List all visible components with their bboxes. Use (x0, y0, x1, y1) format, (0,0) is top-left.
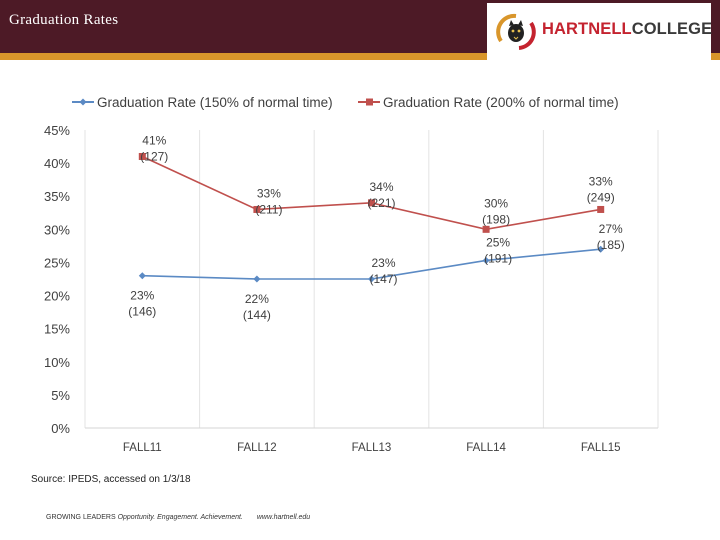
college-name: HARTNELLCOLLEGE (542, 20, 712, 39)
data-label: 25% (486, 235, 510, 249)
legend-marker (366, 98, 373, 106)
y-tick-label: 40% (44, 156, 70, 171)
y-tick-label: 35% (44, 189, 70, 204)
source-note: Source: IPEDS, accessed on 1/3/18 (31, 474, 191, 485)
data-count-label: (147) (369, 272, 397, 286)
data-point (482, 225, 490, 233)
data-point (368, 275, 375, 283)
logo-name-part1: HARTNELL (542, 20, 632, 38)
y-tick-label: 25% (44, 255, 70, 270)
x-tick-label: FALL13 (352, 442, 392, 454)
data-point (597, 205, 605, 213)
data-label: 22% (245, 292, 269, 306)
data-label: 23% (371, 256, 395, 270)
data-point (368, 199, 375, 207)
accent-stripe (0, 53, 720, 60)
data-label: 33% (589, 174, 613, 188)
y-tick-label: 5% (51, 388, 70, 403)
data-point (138, 272, 146, 280)
data-label: 34% (369, 180, 393, 194)
data-label: 33% (257, 186, 281, 200)
data-label: 23% (130, 289, 154, 303)
y-tick-label: 45% (44, 123, 70, 138)
data-point (138, 152, 146, 160)
footer: GROWING LEADERS Opportunity. Engagement.… (46, 514, 310, 521)
data-count-label: (249) (587, 190, 615, 204)
data-point (253, 275, 261, 283)
data-count-label: (198) (482, 212, 510, 226)
legend-marker (79, 98, 87, 106)
page-title: Graduation Rates (9, 12, 119, 28)
y-tick-label: 10% (44, 355, 70, 370)
data-count-label: (211) (255, 202, 282, 216)
data-count-label: (221) (367, 196, 395, 210)
data-point (597, 245, 605, 253)
y-tick-label: 15% (44, 322, 70, 337)
data-count-label: (146) (128, 305, 156, 319)
data-point (482, 256, 490, 264)
data-label: 30% (484, 196, 508, 210)
legend-label: Graduation Rate (150% of normal time) (97, 95, 333, 110)
data-point (253, 205, 261, 213)
y-tick-label: 30% (44, 222, 70, 237)
logo-name-part2: COLLEGE (631, 20, 713, 38)
data-label: 41% (142, 133, 166, 147)
data-count-label: (191) (484, 251, 512, 265)
footer-url: www.hartnell.edu (256, 514, 311, 521)
panther-emblem-icon (496, 13, 536, 50)
y-tick-label: 20% (44, 289, 70, 304)
data-count-label: (185) (597, 238, 625, 252)
footer-tagline: Opportunity. Engagement. Achievement. (117, 514, 243, 521)
x-tick-label: FALL15 (581, 442, 621, 454)
y-tick-label: 0% (51, 421, 70, 436)
x-tick-label: FALL14 (466, 442, 506, 454)
x-tick-label: FALL12 (237, 442, 277, 454)
x-tick-label: FALL11 (123, 442, 162, 454)
college-logo: HARTNELLCOLLEGE (487, 3, 712, 60)
data-count-label: (144) (243, 308, 271, 322)
data-label: 27% (599, 222, 623, 236)
data-count-label: (127) (140, 149, 168, 163)
footer-lead: GROWING LEADERS (46, 514, 116, 521)
legend-label: Graduation Rate (200% of normal time) (383, 95, 619, 110)
